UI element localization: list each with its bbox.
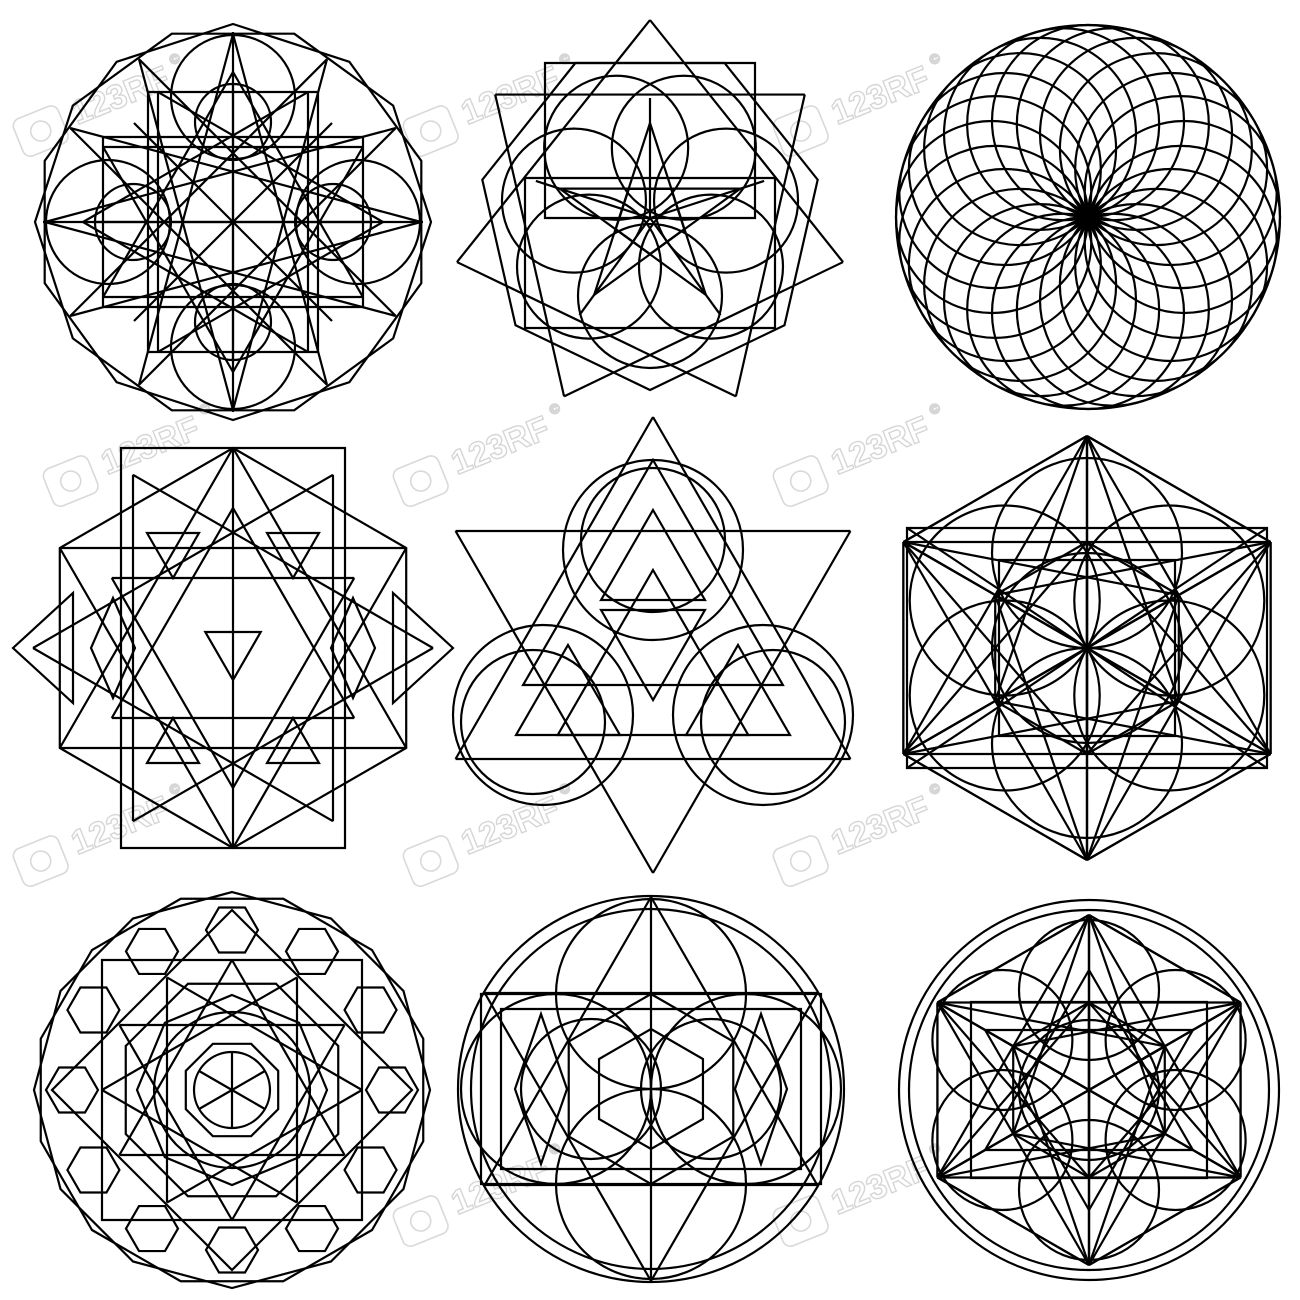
watermark-logo: 123RF©	[772, 398, 944, 508]
symbol-metatron-cube-circles	[902, 435, 1272, 861]
watermark-copyright: ©	[927, 399, 943, 418]
symbol-hexagram-lattice	[11, 446, 455, 850]
watermark-copyright: ©	[557, 49, 573, 68]
symbols-layer	[11, 19, 1282, 1290]
symbol-hexagon-rings-mandala	[32, 890, 432, 1290]
symbol-circled-metatron-cube	[897, 898, 1281, 1282]
symbol-circled-cube-star	[456, 894, 846, 1284]
watermark-copyright: ©	[927, 49, 943, 68]
watermark-logo: 123RF©	[12, 778, 184, 888]
watermark-logo: 123RF©	[772, 778, 944, 888]
symbol-decagon-star-mandala	[33, 22, 433, 422]
watermark-text: 123RF	[96, 409, 205, 482]
watermark-copyright: ©	[927, 779, 943, 798]
watermark-text: 123RF	[826, 409, 935, 482]
watermark-text: 123RF	[826, 1149, 935, 1222]
watermark-text: 123RF	[446, 409, 555, 482]
watermark-logo: 123RF©	[772, 48, 944, 158]
watermark-logo: 123RF©	[402, 48, 574, 158]
watermark-copyright: ©	[547, 399, 563, 418]
watermark-logo: 123RF©	[12, 48, 184, 158]
watermark-logo: 123RF©	[402, 778, 574, 888]
symbol-triangle-circles-trinity	[451, 416, 855, 874]
symbol-torus-circles	[894, 23, 1282, 411]
watermark-logo: 123RF©	[42, 398, 214, 508]
watermark-logo: 123RF©	[392, 398, 564, 508]
watermark-copyright: ©	[167, 779, 183, 798]
symbol-heptagram-flower-mandala	[456, 19, 844, 398]
watermark-text: 123RF	[826, 59, 935, 132]
watermark-text: 123RF	[826, 789, 935, 862]
